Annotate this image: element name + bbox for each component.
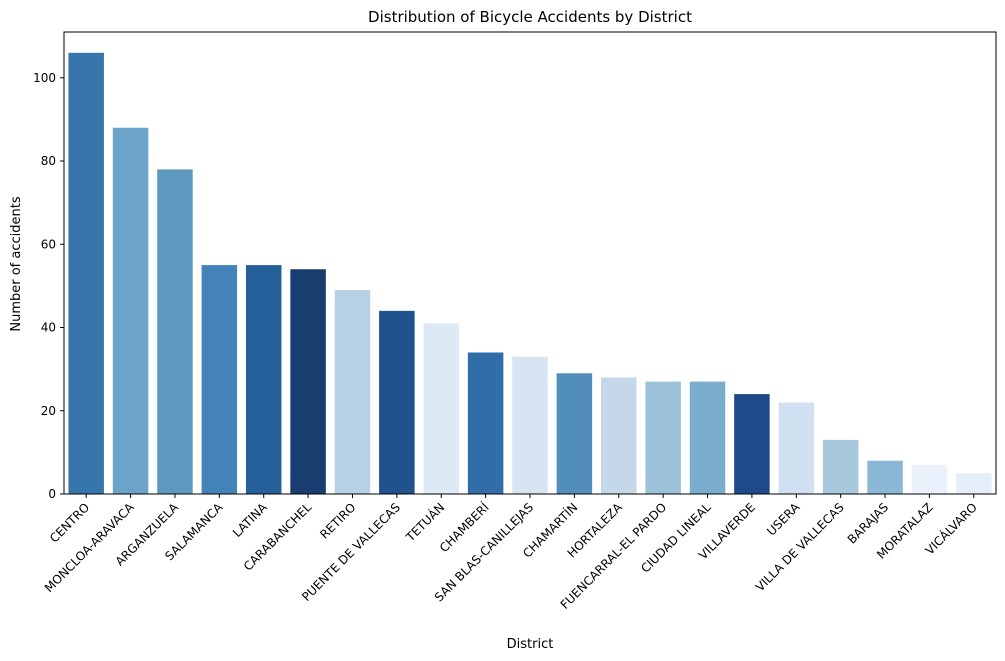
x-axis: CENTROMONCLOA-ARAVACAARGANZUELASALAMANCA…	[42, 494, 980, 612]
y-tick-label: 80	[41, 154, 56, 168]
bar-barajas	[867, 460, 903, 494]
x-tick-label: VILLA DE VALLECAS	[753, 500, 847, 594]
bar-chamber-	[467, 352, 504, 494]
bar-puente-de-vallecas	[379, 310, 415, 494]
chart-title: Distribution of Bicycle Accidents by Dis…	[368, 8, 692, 26]
x-tick-label: BARAJAS	[845, 500, 891, 546]
y-axis-label: Number of accidents	[9, 196, 24, 331]
bar-ciudad-lineal	[689, 381, 726, 494]
bar-carabanchel	[290, 269, 326, 494]
bar-latina	[245, 265, 282, 494]
y-tick-label: 100	[33, 71, 56, 85]
y-tick-label: 20	[41, 404, 56, 418]
y-tick-label: 40	[41, 321, 56, 335]
bar-moratalaz	[911, 464, 948, 494]
y-axis: 0 20 40 60 80 100	[33, 71, 64, 501]
y-tick-label: 60	[41, 237, 56, 251]
bar-villa-de-vallecas	[822, 439, 859, 494]
x-tick-label: LATINA	[230, 500, 270, 540]
x-tick-label: TETUÁN	[402, 500, 447, 545]
bar-moncloa-aravaca	[112, 127, 149, 494]
bar-usera	[778, 402, 815, 494]
bar-chamart-n	[556, 373, 593, 494]
bar-salamanca	[201, 265, 238, 494]
bar-tetu-n	[423, 323, 459, 494]
bar-hortaleza	[601, 377, 637, 494]
bars-group	[68, 52, 992, 494]
plot-frame	[63, 31, 997, 495]
bar-arganzuela	[157, 169, 193, 494]
y-tick-label: 0	[48, 487, 56, 501]
x-axis-label: District	[507, 637, 554, 652]
x-tick-label: USERA	[764, 500, 803, 539]
bar-vic-lvaro	[956, 473, 992, 494]
bar-fuencarral-el-pardo	[645, 381, 681, 494]
bar-centro	[68, 52, 104, 494]
x-tick-label: CENTRO	[47, 500, 92, 545]
bar-san-blas-canillejas	[512, 356, 548, 494]
x-tick-label: RETIRO	[317, 500, 358, 541]
bar-villaverde	[734, 394, 770, 494]
bar-retiro	[334, 290, 371, 494]
